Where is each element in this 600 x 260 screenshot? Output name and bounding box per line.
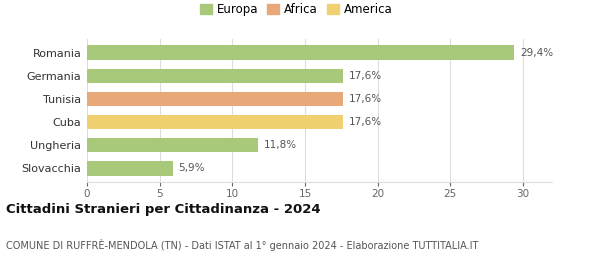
Text: 17,6%: 17,6% <box>349 94 382 104</box>
Text: COMUNE DI RUFFRÈ-MENDOLA (TN) - Dati ISTAT al 1° gennaio 2024 - Elaborazione TUT: COMUNE DI RUFFRÈ-MENDOLA (TN) - Dati IST… <box>6 239 478 251</box>
Text: 17,6%: 17,6% <box>349 71 382 81</box>
Bar <box>87 92 343 107</box>
Bar <box>87 46 514 61</box>
Text: 5,9%: 5,9% <box>179 163 205 173</box>
Text: 29,4%: 29,4% <box>520 48 553 58</box>
Text: 17,6%: 17,6% <box>349 117 382 127</box>
Text: Cittadini Stranieri per Cittadinanza - 2024: Cittadini Stranieri per Cittadinanza - 2… <box>6 203 320 216</box>
Text: 11,8%: 11,8% <box>264 140 298 150</box>
Bar <box>87 138 259 153</box>
Legend: Europa, Africa, America: Europa, Africa, America <box>197 1 395 19</box>
Bar <box>87 114 343 129</box>
Bar <box>87 68 343 83</box>
Bar <box>87 160 173 176</box>
